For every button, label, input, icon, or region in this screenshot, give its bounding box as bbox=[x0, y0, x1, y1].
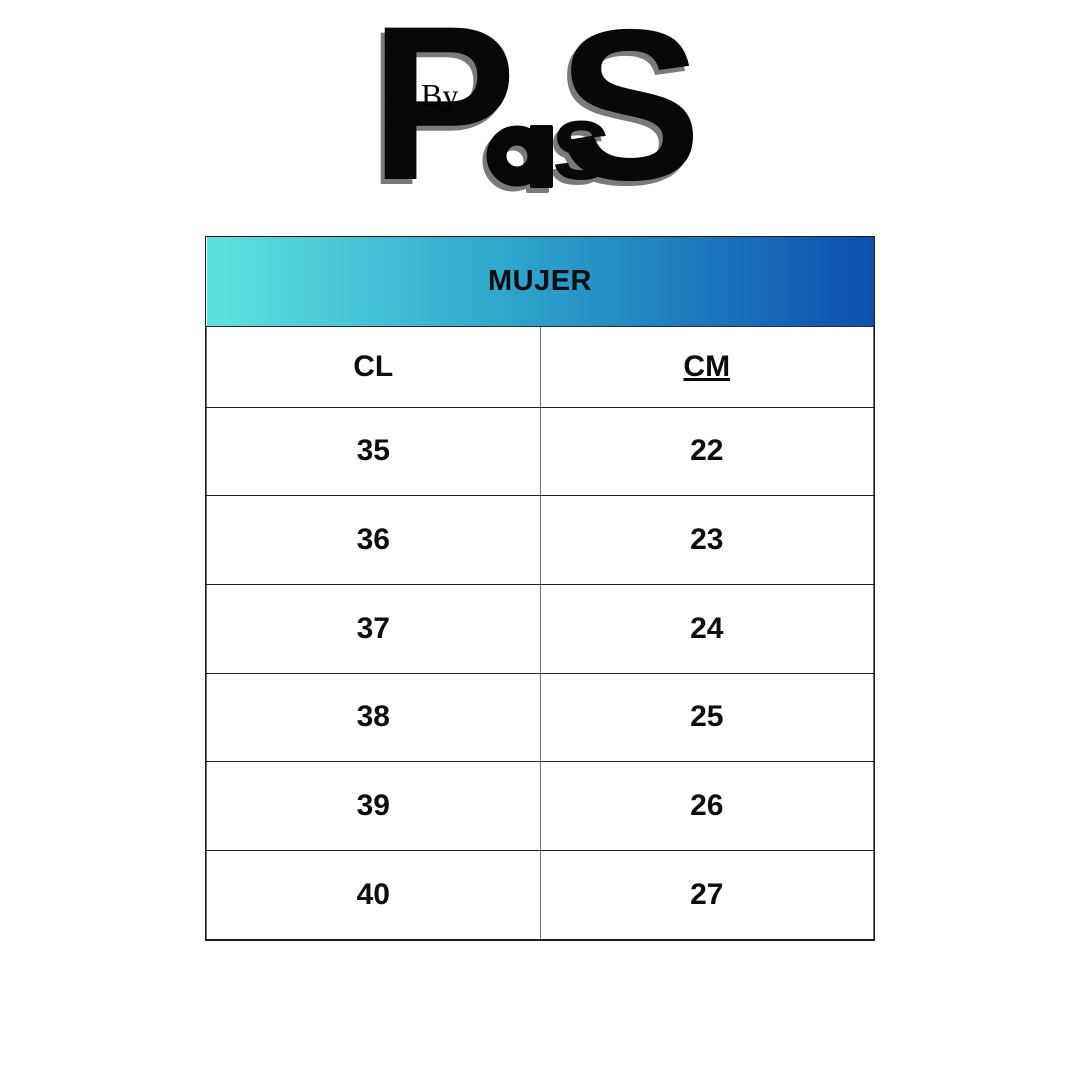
svg-text:S: S bbox=[558, 14, 701, 225]
svg-text:P: P bbox=[370, 14, 517, 226]
svg-text:By: By bbox=[421, 77, 458, 113]
